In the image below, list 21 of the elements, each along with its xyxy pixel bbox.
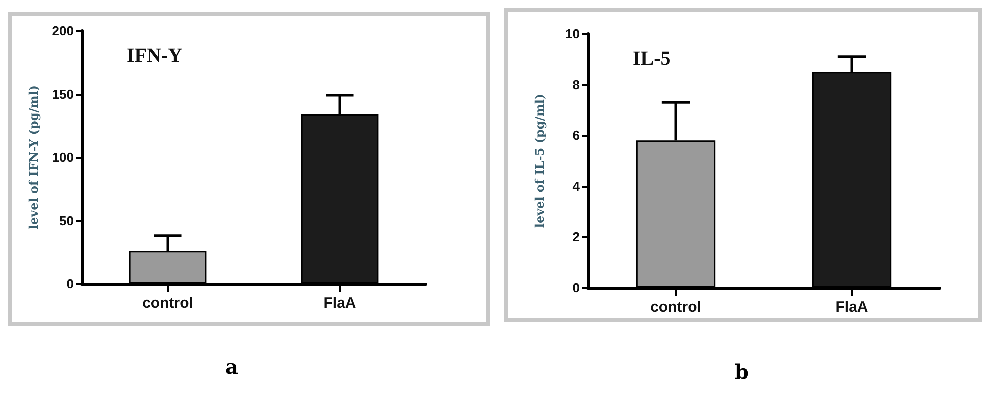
- y-tick-label: 10: [566, 26, 580, 42]
- x-tick-label: FlaA: [836, 299, 868, 316]
- y-tick-label: 150: [52, 86, 74, 102]
- x-tick-label: control: [142, 295, 194, 312]
- x-tick-label: FlaA: [324, 295, 356, 312]
- text: IFN-Y: [127, 45, 184, 67]
- y-tick-label: 8: [572, 77, 580, 92]
- y-tick-label: 0: [572, 280, 580, 296]
- y-tick-label: 4: [572, 178, 581, 194]
- y-tick-label: 200: [52, 24, 74, 38]
- x-tick-label: control: [650, 299, 702, 316]
- y-tick-label: 2: [572, 230, 580, 245]
- y-tick-label: 100: [52, 150, 74, 165]
- y-tick-label: 6: [572, 128, 580, 144]
- y-tick-label: 0: [66, 276, 74, 292]
- y-tick-label: 50: [60, 213, 74, 228]
- text: IL-5: [633, 48, 671, 70]
- y-axis-title: level of IFN-Y (pg/ml): [27, 85, 41, 230]
- text: b: [734, 360, 750, 384]
- text: a: [224, 355, 240, 379]
- y-axis-title: level of IL-5 (pg/ml): [533, 94, 547, 228]
